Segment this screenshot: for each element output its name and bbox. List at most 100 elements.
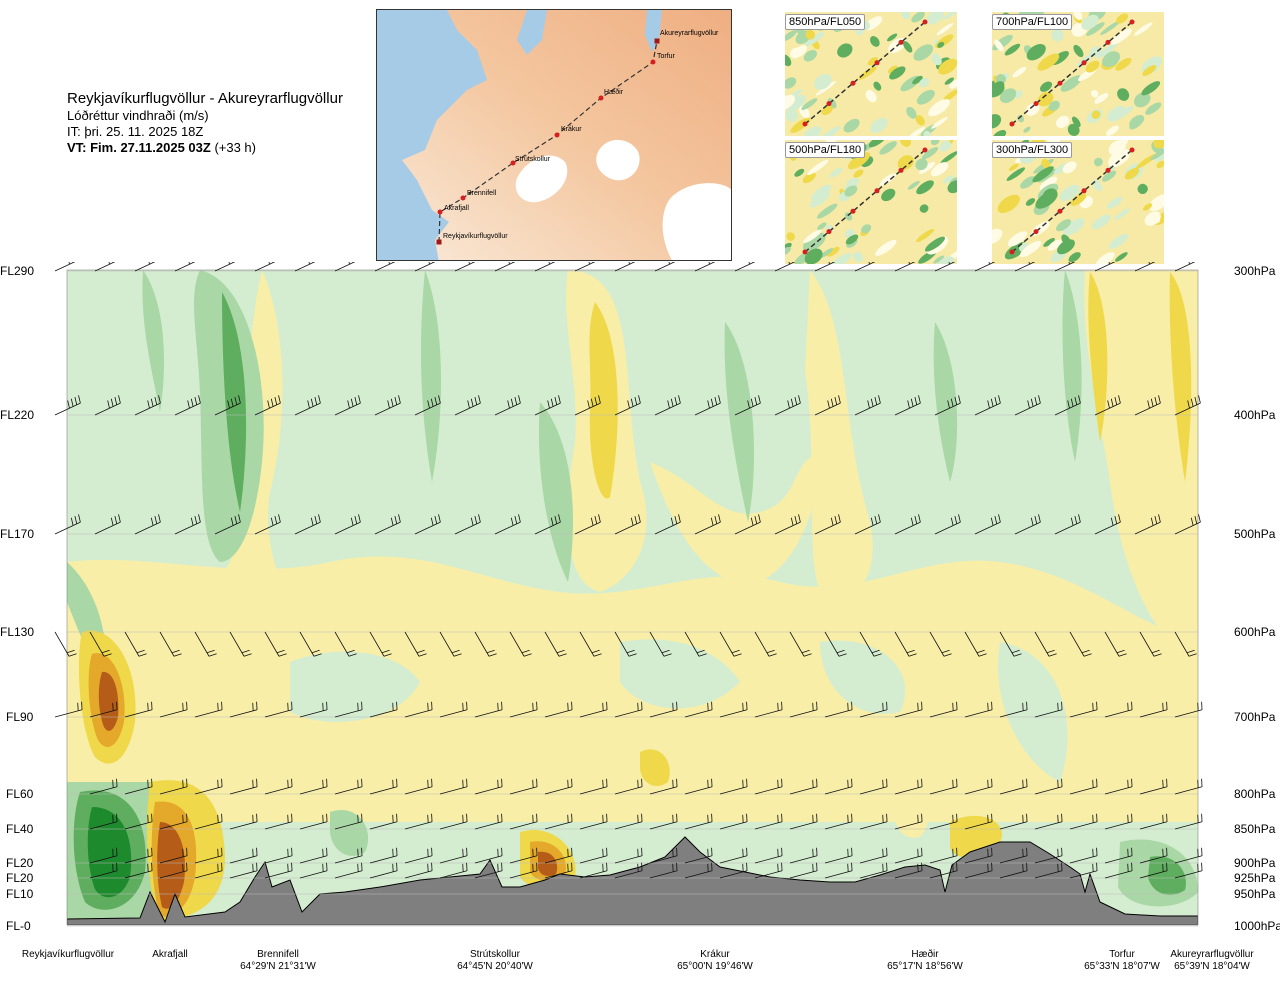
wind-barb [1134,395,1161,416]
wind-barb [894,862,923,879]
wind-barb [1104,778,1133,795]
wind-barb [999,631,1022,657]
land [402,10,731,260]
wind-barb [684,813,713,830]
wind-barb [194,701,223,718]
wind-barb [494,514,521,535]
wind-barb [824,862,853,879]
wind-barb [454,395,481,416]
route-waypoint-marker [554,132,560,138]
wind-barb [294,514,321,535]
wind-barb [1069,847,1098,864]
wind-barb [824,778,853,795]
wind-barb [934,514,961,535]
wind-barb [54,701,83,718]
wind-barb [1174,778,1203,795]
wind-barb [774,514,801,535]
wind-barb [124,847,153,864]
wind-barb [509,631,532,657]
route-waypoint-label: Strútskollur [515,156,551,163]
wind-barb [574,514,601,535]
wind-barb [1014,395,1041,416]
pressure-level-label: 700hPa [1234,710,1276,724]
wind-barb [414,514,441,535]
waypoint-coordinate: 65°39'N 18°04'W [1174,961,1250,972]
wind-barb [1034,778,1063,795]
wind-barb [824,701,853,718]
wind-barb [1034,813,1063,830]
wind-barb [454,262,476,272]
waypoint-name: Torfur [1109,949,1135,960]
wind-barb [369,847,398,864]
wind-barb [124,813,153,830]
wind-barb [654,514,681,535]
vertical-velocity-field [67,270,1198,925]
route-waypoint-label: Akureyrarflugvöllur [660,30,719,37]
wind-barb [264,631,287,657]
wind-barb [214,395,241,416]
wind-barb [194,778,223,795]
wind-barb [1014,514,1041,535]
wind-barb [544,813,573,830]
wind-barb [854,514,881,535]
route-title: Reykjavíkurflugvöllur - Akureyrarflugvöl… [67,90,343,107]
wind-barb [894,514,921,535]
wind-barb [1174,813,1203,830]
wind-barb [404,813,433,830]
wind-barb [579,813,608,830]
wind-barb [824,631,847,657]
wind-barb [544,862,573,879]
wind-barb [229,631,252,657]
wind-barb [894,701,923,718]
waypoint-coordinate: 64°29'N 21°31'W [240,961,316,972]
wind-barb [614,778,643,795]
wind-barb [894,262,916,272]
wind-barb [579,778,608,795]
wind-barb [754,631,777,657]
wind-barb [54,262,76,272]
wind-barb [774,262,796,272]
wind-barb [134,514,161,535]
wind-barb [934,395,961,416]
wind-barb [649,813,678,830]
wind-barb [1104,813,1133,830]
downdraft-bands [67,270,1082,782]
wind-barb [254,262,276,272]
wind-barb [974,395,1001,416]
wind-barb [194,813,223,830]
wind-barb [404,847,433,864]
waypoint-name: Akureyrarflugvöllur [1170,949,1254,960]
wind-barb [649,778,678,795]
wind-barb [1094,395,1121,416]
wind-barb [54,631,77,657]
wind-barb [719,813,748,830]
wind-barb [934,262,956,272]
glacier-langjokull [515,155,568,203]
valid-time: VT: Fim. 27.11.2025 03Z (+33 h) [67,140,377,156]
wind-barb [369,862,398,879]
wind-barb [334,813,363,830]
route-waypoint-marker [510,160,516,166]
cross-section-chart: FL290 300hPa FL220 400hPa FL170 500hPa FL130 60… [0,262,1280,981]
wind-barb [974,262,996,272]
wind-barb [789,813,818,830]
wind-barb [999,862,1028,879]
pressure-level-label: 925hPa [1234,871,1276,885]
route-waypoint-marker [460,195,466,201]
wind-barb [894,395,921,416]
wind-barb [299,701,328,718]
wind-barb [229,813,258,830]
wind-barb [1174,862,1203,879]
wind-barb [264,862,293,879]
wind-barb [544,701,573,718]
wind-barb [89,701,118,718]
flight-level-label: FL220 [0,408,35,422]
waypoint-label: Akureyrarflugvöllur 65°39'N 18°04'W [1170,949,1253,973]
wind-barb [544,778,573,795]
wind-barb [929,813,958,830]
wind-barb [964,813,993,830]
wind-barb [614,701,643,718]
wind-barb [964,778,993,795]
wind-barb [649,631,672,657]
inset-label: 300hPa/FL300 [992,142,1073,158]
